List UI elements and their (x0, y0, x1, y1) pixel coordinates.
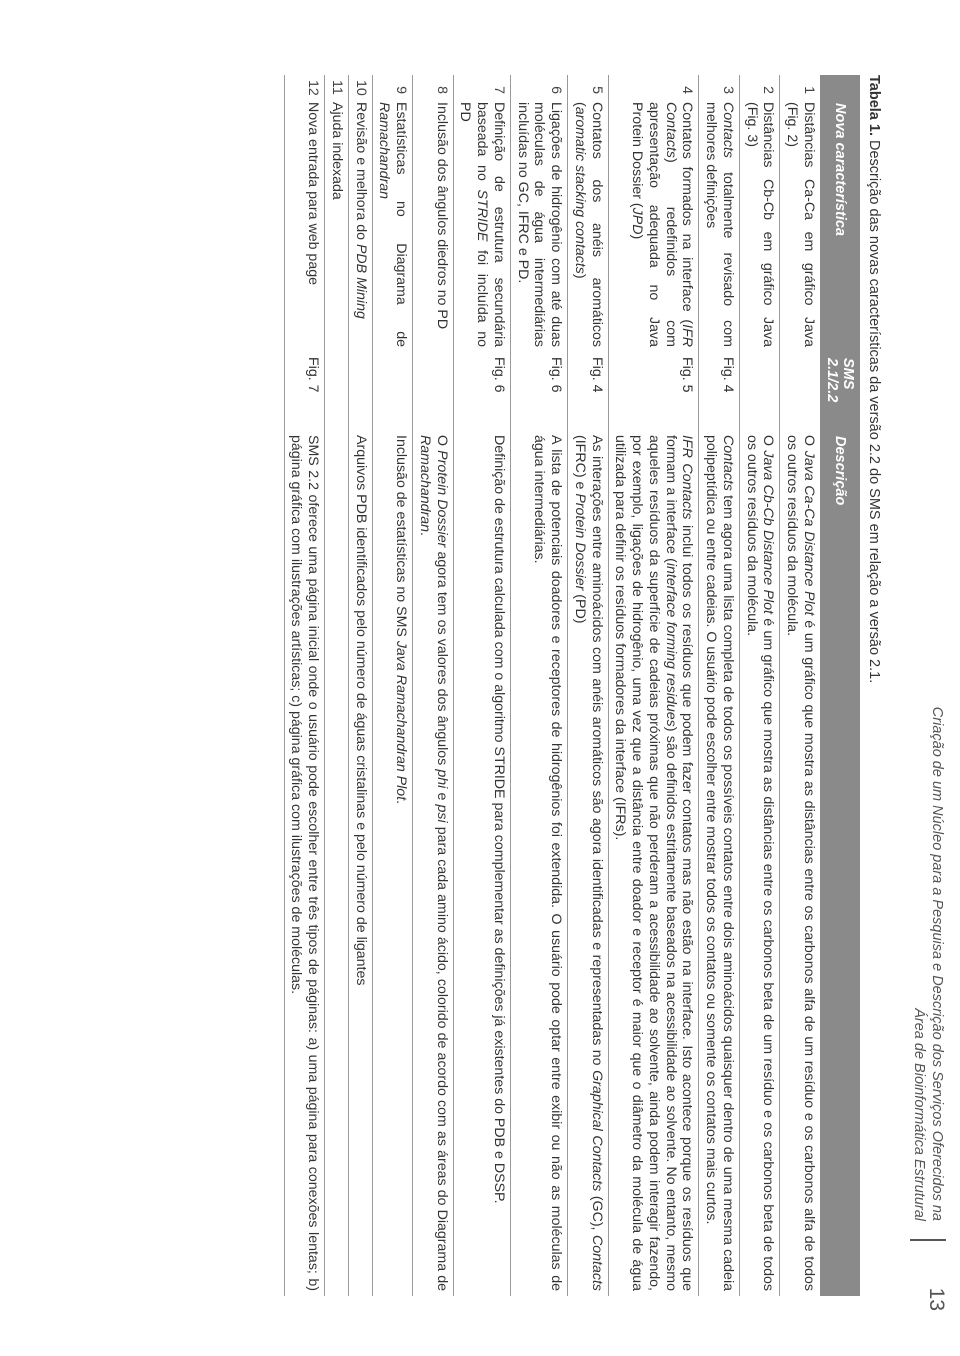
header-desc: Descrição (820, 430, 860, 1296)
row-feature: Inclusão dos ângulos diedros no PD (413, 97, 454, 352)
row-desc: IFR Contacts inclui todos os resíduos qu… (608, 430, 699, 1296)
row-feature: Ligações de hidrogênio com até duas molé… (511, 97, 568, 352)
table-row: 12Nova entrada para web pageFig. 7SMS 2.… (284, 75, 325, 1296)
row-desc: A lista de potenciais doadores e recepto… (511, 430, 568, 1296)
row-fig (740, 352, 781, 430)
row-feature: Revisão e melhora do PDB Mining (349, 97, 373, 352)
row-desc: Arquivos PDB identificados pelo número d… (349, 430, 373, 1296)
table-row: 8Inclusão dos ângulos diedros no PD O Pro… (413, 75, 454, 1296)
row-num: 7 (453, 75, 510, 97)
row-num: 5 (568, 75, 609, 97)
row-desc: Contacts tem agora uma lista completa de… (699, 430, 740, 1296)
row-num: 9 (372, 75, 413, 97)
row-num: 8 (413, 75, 454, 97)
row-feature: Contacts totalmente revisado com melhore… (699, 97, 740, 352)
row-feature: Estatísticas no Diagrama de Ramachandran (372, 97, 413, 352)
row-fig (349, 352, 373, 430)
running-head-line2: Área de Bioinformática Estrutural (911, 1008, 927, 1221)
table-row: 10Revisão e melhora do PDB Mining Arquivo… (349, 75, 373, 1296)
header-fig: SMS 2.1/2.2 (820, 352, 860, 430)
row-desc: Inclusão de estatísticas no SMS Java Ram… (372, 430, 413, 1296)
row-fig: Fig. 6 (511, 352, 568, 430)
row-num: 1 (780, 75, 820, 97)
row-fig (325, 352, 349, 430)
row-num: 4 (608, 75, 699, 97)
table-row: 6Ligações de hidrogênio com até duas mol… (511, 75, 568, 1296)
table-row: 2Distâncias Cb-Cb em gráfico Java (Fig. … (740, 75, 781, 1296)
row-feature: Contatos dos anéis aromáticos (aromatic … (568, 97, 609, 352)
header-num (820, 75, 860, 97)
row-desc: As interações entre aminoácidos com anéi… (568, 430, 609, 1296)
row-desc: SMS 2.2 oferece uma página inicial onde … (284, 430, 325, 1296)
table-row: 1Distâncias Ca-Ca em gráfico Java (Fig. … (780, 75, 820, 1296)
row-feature: Nova entrada para web page (284, 97, 325, 352)
table-row: 3Contacts totalmente revisado com melhor… (699, 75, 740, 1296)
caption-text: Descrição das novas características da v… (866, 136, 882, 683)
row-fig (413, 352, 454, 430)
row-desc: O Protein Dossier agora tem os valores d… (413, 430, 454, 1296)
row-feature: Contatos formados na interface (IFR Cont… (608, 97, 699, 352)
table-caption: Tabela 1. Descrição das novas caracterís… (866, 75, 882, 1296)
row-fig: Fig. 4 (699, 352, 740, 430)
row-num: 11 (325, 75, 349, 97)
row-fig (780, 352, 820, 430)
table-row: 7Definição de estrutura secundária basea… (453, 75, 510, 1296)
running-head-line1: Criação de um Núcleo para a Pesquisa e D… (929, 707, 945, 1221)
row-num: 3 (699, 75, 740, 97)
row-fig: Fig. 7 (284, 352, 325, 430)
table-row: 4Contatos formados na interface (IFR Con… (608, 75, 699, 1296)
table-row: 11Ajuda indexada (325, 75, 349, 1296)
row-fig (372, 352, 413, 430)
header-feature: Nova característica (820, 97, 860, 352)
row-feature: Distâncias Ca-Ca em gráfico Java (Fig. 2… (780, 97, 820, 352)
row-desc (325, 430, 349, 1296)
row-feature: Definição de estrutura secundária basead… (453, 97, 510, 352)
row-num: 10 (349, 75, 373, 97)
features-table: Nova característica SMS 2.1/2.2 Descriçã… (284, 75, 860, 1296)
row-fig: Fig. 6 (453, 352, 510, 430)
caption-label: Tabela 1. (866, 75, 882, 136)
table-row: 9Estatísticas no Diagrama de Ramachandra… (372, 75, 413, 1296)
row-num: 6 (511, 75, 568, 97)
row-fig: Fig. 4 (568, 352, 609, 430)
row-feature: Ajuda indexada (325, 97, 349, 352)
row-num: 2 (740, 75, 781, 97)
row-num: 12 (284, 75, 325, 97)
content-area: Tabela 1. Descrição das novas caracterís… (284, 75, 882, 1296)
running-head: Criação de um Núcleo para a Pesquisa e D… (910, 110, 946, 1241)
row-desc: O Java Cb-Cb Distance Plot é um gráfico … (740, 430, 781, 1296)
row-desc: Definição de estrutura calculada com o a… (453, 430, 510, 1296)
table-row: 5Contatos dos anéis aromáticos (aromatic… (568, 75, 609, 1296)
table-header-row: Nova característica SMS 2.1/2.2 Descriçã… (820, 75, 860, 1296)
row-fig: Fig. 5 (608, 352, 699, 430)
page-number: 13 (924, 1288, 948, 1311)
row-desc: O Java Ca-Ca Distance Plot é um gráfico … (780, 430, 820, 1296)
row-feature: Distâncias Cb-Cb em gráfico Java (Fig. 3… (740, 97, 781, 352)
